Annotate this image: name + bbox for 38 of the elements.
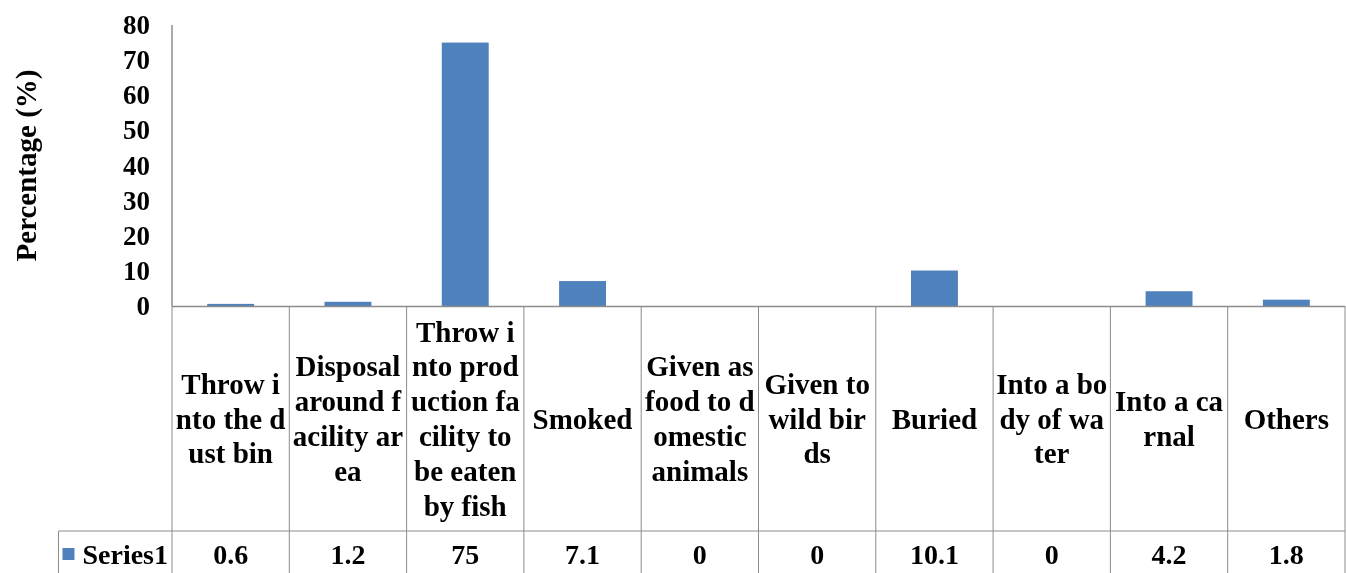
bar bbox=[1145, 291, 1193, 306]
data-label: 10.1 bbox=[909, 538, 959, 570]
x-tick-label: Given as food to domestic animals bbox=[645, 350, 755, 487]
data-label: 0 bbox=[692, 538, 707, 570]
y-tick-label: 10 bbox=[123, 255, 150, 286]
bar bbox=[441, 42, 489, 306]
x-tick-label: Given to wild birds bbox=[764, 367, 870, 470]
x-tick-label: Smoked bbox=[532, 402, 633, 435]
y-tick-label: 20 bbox=[123, 220, 150, 251]
y-tick-label: 70 bbox=[123, 45, 150, 76]
y-tick-label: 40 bbox=[123, 150, 150, 181]
y-tick-label: 0 bbox=[136, 291, 150, 321]
y-tick-label: 50 bbox=[123, 115, 150, 146]
x-tick-label: Buried bbox=[891, 402, 978, 435]
data-label: 0 bbox=[1044, 538, 1059, 570]
bar bbox=[324, 301, 372, 306]
data-label: 1.8 bbox=[1268, 538, 1304, 570]
x-tick-label: Others bbox=[1243, 402, 1330, 435]
y-tick-label: 30 bbox=[123, 185, 150, 216]
x-tick-label: Disposal around facility area bbox=[292, 350, 404, 487]
data-label: 0 bbox=[810, 538, 825, 570]
bar bbox=[1262, 299, 1310, 306]
x-tick-label: Throw into the dust bin bbox=[175, 367, 286, 470]
bar bbox=[207, 303, 255, 306]
data-label: 0.6 bbox=[213, 538, 249, 570]
legend-label: Series1 bbox=[82, 538, 168, 570]
bar bbox=[559, 281, 607, 306]
y-axis-title: Percentage (%) bbox=[10, 69, 43, 262]
data-label: 4.2 bbox=[1151, 538, 1187, 570]
bar bbox=[910, 270, 958, 306]
y-tick-label: 60 bbox=[123, 80, 150, 111]
y-tick-label: 80 bbox=[123, 10, 150, 40]
data-label: 1.2 bbox=[330, 538, 366, 570]
data-label: 7.1 bbox=[565, 538, 601, 570]
x-tick-label: Into a carnal bbox=[1115, 385, 1224, 452]
x-tick-label: Throw into production facility to be eaten by fish bbox=[410, 315, 521, 522]
data-label: 75 bbox=[451, 538, 480, 570]
x-tick-label: Into a body of water bbox=[996, 367, 1108, 470]
